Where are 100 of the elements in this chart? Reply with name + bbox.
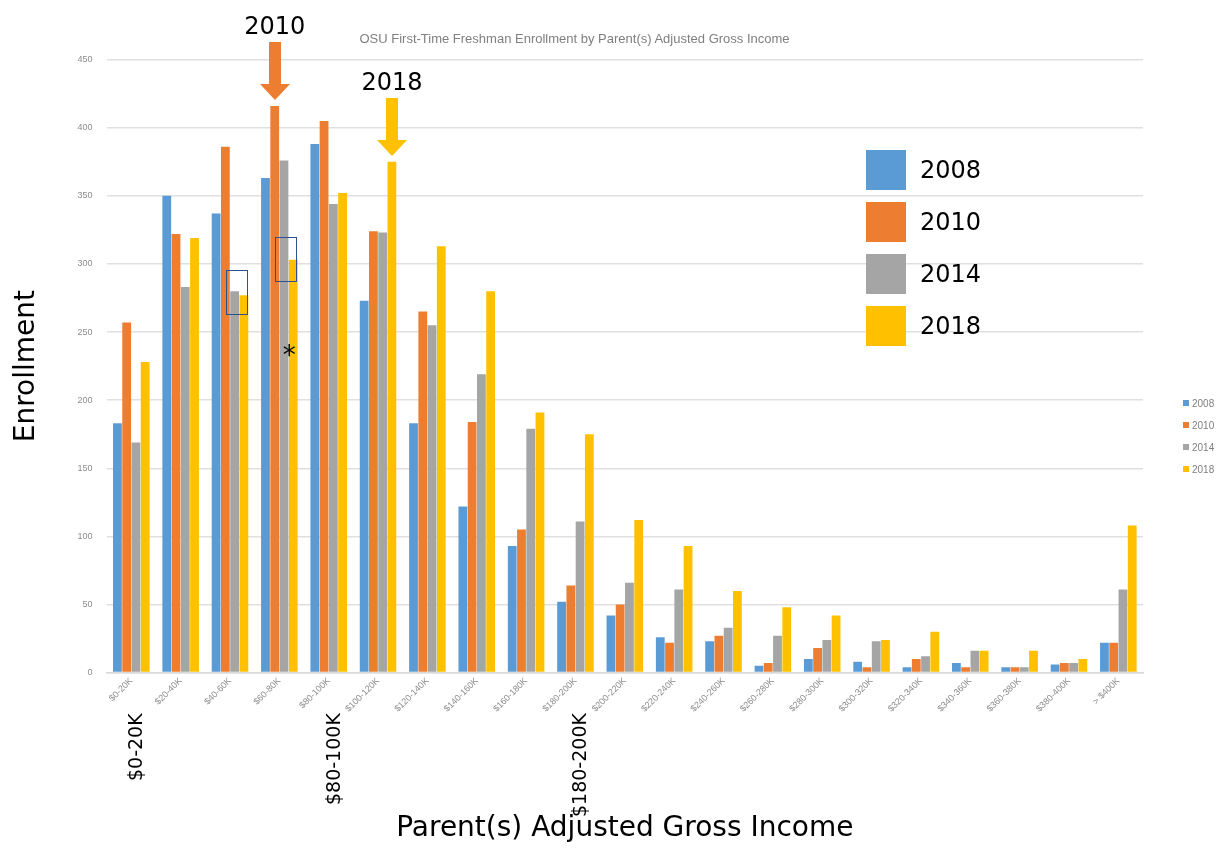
bar: [310, 144, 320, 672]
bar: [338, 193, 347, 672]
bar: [557, 601, 566, 672]
bar: [754, 665, 764, 672]
bar: [162, 195, 172, 672]
bar: [782, 607, 792, 672]
bar: [1059, 663, 1069, 672]
bar: [831, 615, 841, 672]
bar: [1029, 650, 1038, 672]
bar: [122, 322, 132, 672]
bar: [634, 520, 644, 672]
bar: [979, 650, 989, 672]
legend-label: 2008: [920, 156, 982, 184]
bar: [409, 423, 418, 672]
bar: [921, 656, 930, 672]
annotation: 2010: [244, 11, 306, 40]
bar: [853, 661, 863, 672]
bar: [951, 663, 961, 672]
annotation: 2018: [361, 67, 423, 96]
bar: [615, 604, 625, 672]
bar: [714, 635, 724, 672]
bar: [1001, 667, 1011, 672]
bar: [813, 648, 822, 672]
bar: [427, 325, 437, 672]
bar: [970, 650, 980, 672]
bar: [683, 545, 693, 672]
bar: [319, 120, 329, 672]
y-tick-label: 0: [87, 667, 93, 678]
y-tick-label: 100: [77, 530, 93, 541]
bar: [862, 667, 872, 672]
y-tick-label: 50: [82, 598, 93, 609]
bar: [902, 667, 912, 672]
bar: [113, 423, 122, 672]
annotation: *: [282, 340, 296, 371]
bar: [270, 105, 280, 672]
bar: [359, 300, 369, 672]
text: 2008: [1192, 397, 1215, 409]
bar: [526, 428, 536, 672]
bar: [517, 529, 526, 672]
bar: [575, 521, 585, 672]
y-tick-label: 150: [77, 462, 93, 473]
y-tick-label: 250: [77, 326, 93, 337]
bar: [458, 506, 468, 672]
bar: [871, 641, 881, 672]
y-tick-label: 300: [77, 258, 93, 269]
bar: [625, 582, 634, 672]
bar: [803, 659, 813, 672]
bar: [1118, 589, 1128, 672]
legend-label: 2014: [920, 260, 982, 288]
bar: [190, 238, 199, 672]
chart-title: OSU First-Time Freshman Enrollment by Parent(s) Adjusted Gross Income: [359, 31, 790, 47]
bar: [930, 631, 940, 672]
bar: [418, 311, 428, 672]
y-tick-label: 350: [77, 190, 93, 201]
y-tick-label: 400: [77, 122, 93, 133]
bar: [911, 659, 921, 672]
bar: [961, 667, 971, 672]
bar: [655, 637, 665, 672]
bar: [476, 374, 486, 672]
bar: [507, 545, 517, 672]
bar: [822, 639, 832, 672]
bar: [261, 178, 270, 672]
bar: [773, 635, 782, 672]
bar: [584, 434, 594, 672]
text: 2010: [1192, 419, 1215, 431]
text: 2014: [1192, 441, 1215, 453]
bar: [674, 589, 684, 672]
bar: [171, 233, 181, 672]
bar: [220, 146, 230, 672]
bar: [436, 246, 446, 672]
bar: [1019, 667, 1029, 672]
bar: [606, 615, 616, 672]
bar: [1069, 663, 1078, 672]
bar: [387, 161, 397, 672]
bar: [486, 291, 496, 672]
bar: [328, 204, 338, 672]
bar: [733, 590, 742, 672]
bar: [535, 412, 545, 672]
y-tick-label: 450: [77, 54, 93, 65]
y-tick-label: 200: [77, 394, 93, 405]
text: 2018: [1192, 463, 1215, 475]
bar: [665, 642, 674, 672]
bar: [378, 232, 388, 672]
bar: [723, 627, 733, 672]
bar: [566, 585, 576, 672]
legend-label: 2018: [920, 312, 982, 340]
bar: [239, 295, 249, 672]
bar: [180, 287, 190, 672]
bar: [1109, 642, 1119, 672]
bar: [1010, 667, 1020, 672]
bar: [1050, 664, 1060, 672]
bar: [140, 362, 150, 672]
bar: [705, 641, 715, 672]
y-axis-title: Enrollment: [8, 289, 42, 443]
bar: [1127, 525, 1137, 672]
bar: [1100, 642, 1109, 672]
bar: [1078, 659, 1088, 672]
bar: [763, 663, 773, 672]
bar: [467, 421, 477, 672]
bar: [881, 639, 890, 672]
